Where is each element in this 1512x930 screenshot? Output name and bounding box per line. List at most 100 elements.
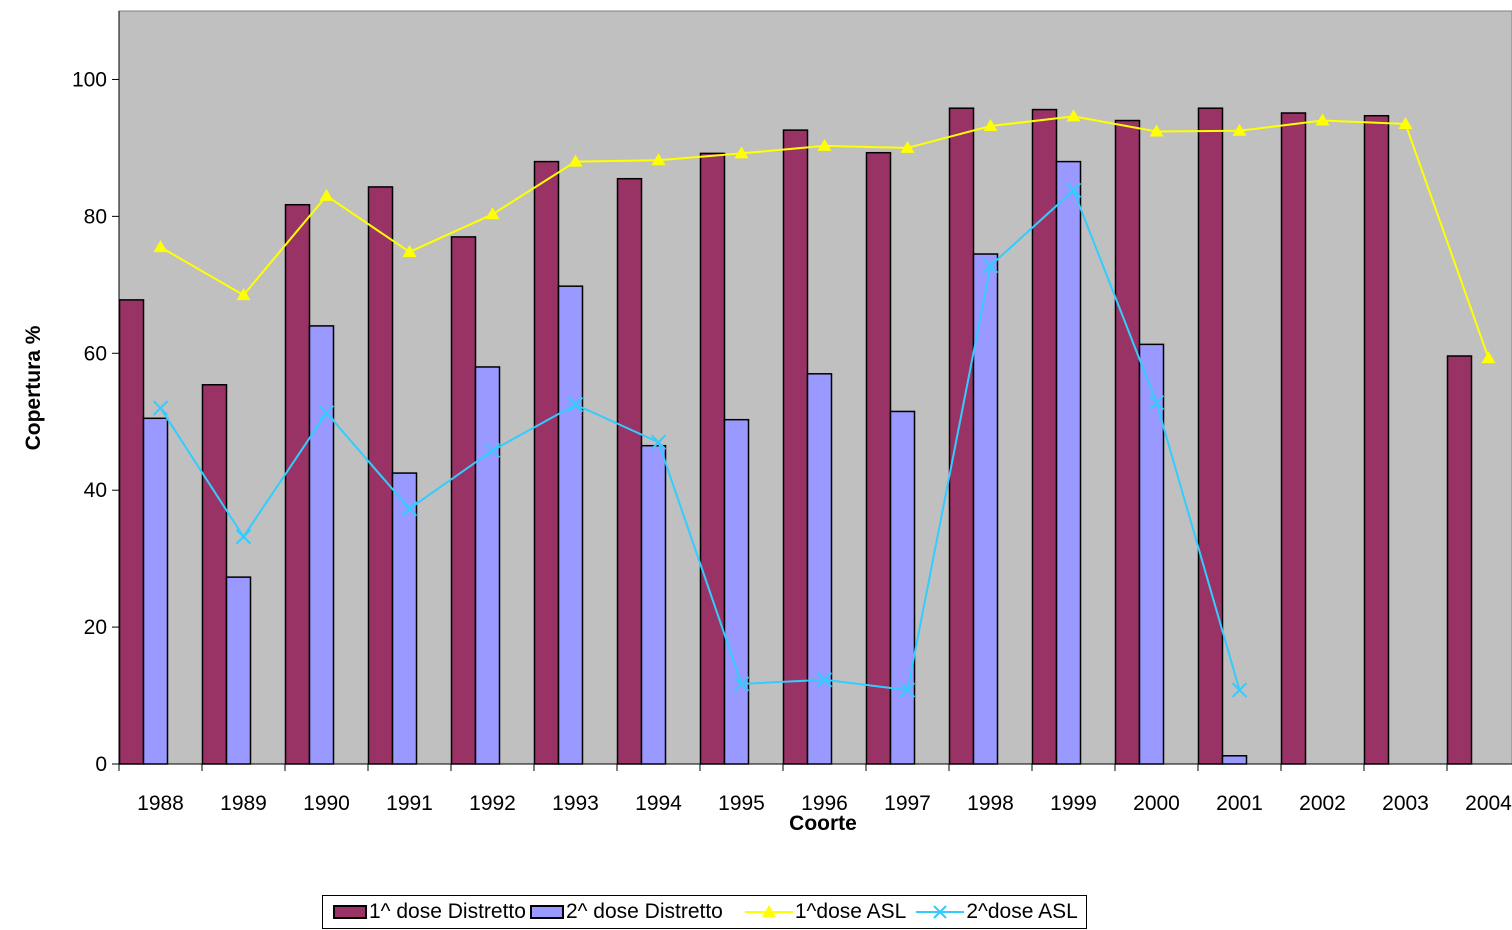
legend-item-dose1-distretto: 1^ dose Distretto [333, 900, 526, 924]
point-dose1-asl-1992 [485, 207, 500, 220]
bar-dose2-distretto-2001 [1221, 755, 1248, 765]
x-axis-title: Coorte [789, 812, 857, 835]
point-dose1-asl-1995 [734, 146, 749, 159]
bar-dose2-distretto-1993 [557, 285, 584, 765]
bar-dose1-distretto-1993 [533, 160, 560, 765]
point-dose2-asl-1994 [650, 434, 667, 450]
bar-dose1-distretto-1996 [782, 129, 809, 765]
bar-dose1-distretto-1992 [450, 236, 477, 765]
bar-dose1-distretto-1998 [948, 107, 975, 765]
bar-dose2-distretto-1996 [806, 373, 833, 765]
bar-dose1-distretto-2000 [1114, 119, 1141, 765]
x-tick-label-1989: 1989 [220, 792, 267, 815]
legend-label-dose2-asl: 2^dose ASL [966, 900, 1078, 923]
point-dose1-asl-1999 [1066, 109, 1081, 122]
y-tick-label-0: 0 [95, 753, 107, 776]
bars-layer [118, 107, 1473, 765]
bar-dose1-distretto-1994 [616, 177, 643, 765]
point-dose1-asl-1998 [983, 119, 998, 132]
point-dose2-asl-1990 [318, 405, 335, 421]
x-tick-label-2004: 2004 [1465, 792, 1512, 815]
legend-swatch-dose2-asl [916, 905, 965, 919]
axes-layer: 0 20 40 60 80 100 1988 1989 1990 1991 1992 1993 1994… [72, 11, 1512, 815]
x-tick-label-1999: 1999 [1050, 792, 1097, 815]
line-dose2-asl [159, 188, 1241, 692]
bar-dose1-distretto-1995 [699, 152, 726, 765]
y-tick-label-20: 20 [84, 616, 107, 639]
y-tick-label-80: 80 [84, 205, 107, 228]
x-tick-label-1998: 1998 [967, 792, 1014, 815]
x-tick-label-2001: 2001 [1216, 792, 1263, 815]
point-dose2-asl-1993 [567, 396, 584, 413]
x-tick-label-1988: 1988 [137, 792, 184, 815]
point-dose2-asl-1991 [401, 500, 418, 517]
legend-label-dose1-distretto: 1^ dose Distretto [369, 900, 526, 923]
bar-dose2-distretto-1995 [723, 418, 750, 765]
point-dose2-asl-1995 [733, 676, 750, 692]
point-dose2-asl-1989 [235, 529, 252, 545]
legend: 1^ dose Distretto 2^ dose Distretto 1^do… [322, 895, 1087, 929]
bar-dose2-distretto-1991 [391, 472, 418, 765]
point-dose1-asl-2003 [1398, 116, 1413, 129]
bar-dose1-distretto-1997 [865, 151, 892, 765]
point-dose1-asl-1991 [402, 244, 417, 257]
point-dose1-asl-1993 [568, 154, 583, 167]
point-dose2-asl-1988 [152, 400, 169, 416]
point-dose1-asl-1997 [900, 140, 915, 153]
point-dose1-asl-1989 [236, 288, 251, 301]
bar-dose1-distretto-2004 [1446, 355, 1473, 765]
y-tick-label-40: 40 [84, 479, 107, 502]
point-dose2-asl-1999 [1065, 182, 1082, 199]
x-tick-label-1992: 1992 [469, 792, 516, 815]
bar-dose2-distretto-1994 [640, 444, 667, 765]
legend-swatch-dose1-asl [744, 905, 793, 917]
legend-swatch-dose1-distretto [333, 905, 367, 919]
point-dose2-asl-1996 [816, 672, 833, 688]
point-dose2-asl-1997 [899, 682, 916, 698]
point-dose2-asl-2000 [1148, 394, 1165, 411]
bar-dose1-distretto-1999 [1031, 108, 1058, 765]
x-tick-label-2002: 2002 [1299, 792, 1346, 815]
y-axis-title: Copertura % [22, 325, 45, 450]
legend-swatch-dose2-distretto [529, 905, 564, 919]
x-tick-label-1996: 1996 [801, 792, 848, 815]
legend-item-dose1-asl: 1^dose ASL [744, 900, 907, 924]
point-dose1-asl-1994 [651, 153, 666, 166]
legend-item-dose2-asl: 2^dose ASL [916, 900, 1078, 924]
legend-item-dose2-distretto: 2^ dose Distretto [529, 900, 723, 924]
point-dose1-asl-2001 [1232, 123, 1247, 136]
x-tick-label-1990: 1990 [303, 792, 350, 815]
point-dose1-asl-2000 [1149, 124, 1164, 137]
bar-dose1-distretto-1988 [118, 299, 145, 765]
bar-dose2-distretto-1988 [142, 417, 169, 765]
x-tick-label-1991: 1991 [386, 792, 433, 815]
point-dose1-asl-1988 [153, 240, 168, 253]
y-tick-label-60: 60 [84, 342, 107, 365]
x-tick-label-2003: 2003 [1382, 792, 1429, 815]
x-tick-label-2000: 2000 [1133, 792, 1180, 815]
bar-dose2-distretto-1997 [889, 410, 916, 765]
bar-dose2-distretto-1989 [225, 576, 252, 765]
bar-dose1-distretto-1990 [284, 203, 311, 765]
bar-dose1-distretto-2003 [1363, 114, 1390, 765]
x-tick-label-1994: 1994 [635, 792, 682, 815]
bar-dose2-distretto-1998 [972, 253, 999, 765]
point-dose1-asl-1990 [319, 188, 334, 201]
point-dose1-asl-2004 [1481, 351, 1496, 364]
x-tick-label-1995: 1995 [718, 792, 765, 815]
bar-dose1-distretto-1989 [201, 384, 228, 765]
bar-dose2-distretto-1990 [308, 325, 335, 765]
x-tick-label-1993: 1993 [552, 792, 599, 815]
point-dose2-asl-1992 [484, 442, 501, 459]
legend-label-dose2-distretto: 2^ dose Distretto [565, 900, 723, 923]
x-tick-label-1997: 1997 [884, 792, 931, 815]
bar-dose2-distretto-1992 [474, 366, 501, 765]
bar-dose1-distretto-2001 [1197, 107, 1224, 765]
point-dose2-asl-1998 [982, 257, 999, 274]
point-dose1-asl-2002 [1315, 113, 1330, 126]
lines-layer [152, 109, 1496, 698]
point-dose1-asl-1996 [817, 138, 832, 151]
legend-label-dose1-asl: 1^dose ASL [794, 900, 907, 923]
point-dose2-asl-2001 [1231, 682, 1248, 698]
